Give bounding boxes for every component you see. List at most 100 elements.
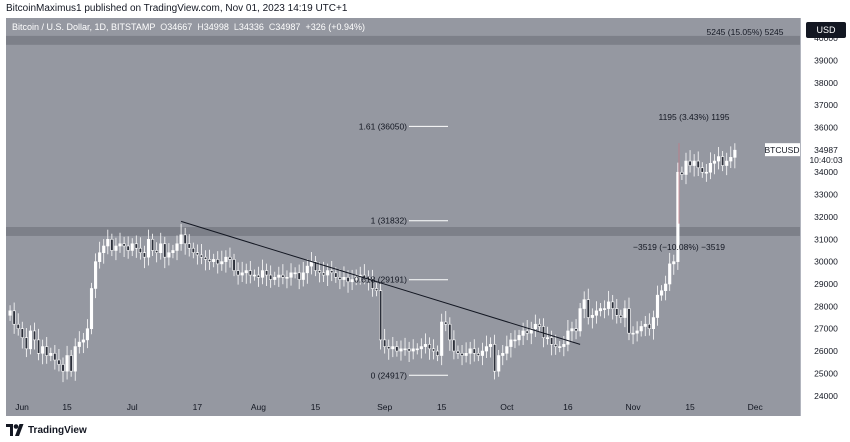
candle-body — [317, 270, 322, 274]
candle — [602, 300, 607, 319]
candle-body — [285, 276, 289, 279]
candle — [289, 263, 293, 286]
price-tick-label: 26000 — [814, 346, 838, 356]
candle-body — [395, 346, 399, 352]
price-axis-ticks: 4000039000380003700036000350003400033000… — [802, 33, 850, 401]
candle — [440, 313, 444, 366]
candle-body — [248, 270, 252, 276]
candle-body — [32, 330, 37, 341]
candle — [484, 335, 489, 358]
candle — [16, 313, 20, 336]
candle-body — [220, 261, 224, 265]
price-tick-label: 38000 — [814, 78, 838, 88]
candle-body — [729, 157, 733, 162]
candle-body — [289, 272, 293, 278]
price-axis[interactable]: USD 400003900038000370003600035000340003… — [800, 18, 850, 416]
candle — [297, 264, 301, 290]
candle-body — [69, 355, 73, 372]
candle — [578, 303, 582, 337]
candle-body — [301, 272, 305, 280]
candle-body — [216, 259, 220, 265]
symbol-tag-box — [765, 143, 800, 157]
candle-body — [195, 252, 199, 256]
candle-body — [668, 263, 672, 285]
candle — [635, 321, 639, 342]
candle — [659, 285, 664, 301]
candle — [94, 253, 98, 299]
candle-body — [346, 276, 350, 283]
candle — [472, 339, 476, 362]
candle-body — [362, 274, 366, 278]
low-label: L — [233, 22, 239, 32]
candle-body — [350, 279, 354, 283]
candle — [293, 267, 297, 279]
candle-body — [334, 272, 338, 278]
candle-body — [411, 348, 415, 352]
price-tick-label: 29000 — [814, 279, 838, 289]
price-tick-label: 36000 — [814, 123, 838, 133]
candle — [305, 259, 309, 284]
candle — [167, 243, 171, 266]
candle — [423, 333, 427, 354]
candle — [326, 263, 330, 287]
candle — [407, 341, 411, 363]
candle — [586, 288, 590, 325]
candle-body — [545, 337, 550, 339]
candle — [45, 336, 49, 364]
candle-body — [187, 243, 191, 249]
time-tick-label: Aug — [251, 402, 266, 412]
candle — [399, 340, 403, 361]
candle-body — [8, 310, 12, 316]
candle — [594, 301, 598, 324]
candle — [41, 339, 45, 365]
candle-body — [704, 171, 708, 174]
candle-body — [138, 247, 142, 254]
last-price-tag — [802, 143, 850, 166]
candle-body — [623, 308, 627, 318]
time-axis[interactable]: Jun 15 Jul 17 Aug 15 Sep 15 Oct 16 Nov 15 Dec — [6, 398, 800, 416]
candle-body — [407, 348, 411, 352]
price-tick-label: 32000 — [814, 212, 838, 222]
candle-body — [708, 162, 712, 173]
time-tick-label: Sep — [377, 402, 392, 412]
candle-body — [427, 344, 432, 350]
candle-body — [672, 261, 676, 265]
time-tick-label: Jun — [15, 402, 29, 412]
candle — [126, 236, 130, 259]
candle — [729, 146, 733, 168]
candle-body — [541, 326, 546, 338]
candle-body — [236, 270, 240, 276]
candle-body — [448, 323, 452, 341]
candle — [554, 334, 558, 355]
candle — [102, 239, 106, 264]
candle — [142, 245, 147, 269]
candle-body — [297, 272, 301, 280]
candle — [362, 264, 366, 285]
candle — [497, 349, 501, 377]
candle — [350, 269, 354, 291]
candle — [73, 338, 77, 381]
currency-button[interactable]: USD — [806, 22, 846, 38]
candle-body — [533, 323, 537, 330]
candle-body — [431, 348, 436, 352]
candle-body — [688, 160, 692, 166]
candle — [53, 345, 57, 370]
low-value: 34336 — [238, 22, 264, 32]
price-tick-label: 39000 — [814, 55, 838, 65]
candle-body — [208, 259, 212, 262]
chart-area[interactable]: 1.61 (36050) 1 (31832) 0.618 (29191) 0 (249… — [6, 18, 800, 416]
candle-body — [191, 247, 195, 254]
candle — [717, 146, 721, 170]
price-tick-label: 33000 — [814, 190, 838, 200]
candle-body — [305, 265, 309, 274]
candle — [488, 337, 493, 358]
time-tick-label: Jul — [127, 402, 138, 412]
candle — [391, 336, 395, 358]
candle-body — [554, 344, 558, 347]
candle-body — [28, 330, 32, 350]
candle — [256, 266, 261, 287]
candle-body — [598, 308, 603, 312]
footer: TradingView — [0, 418, 850, 442]
candle — [509, 332, 513, 358]
candle — [493, 334, 497, 380]
